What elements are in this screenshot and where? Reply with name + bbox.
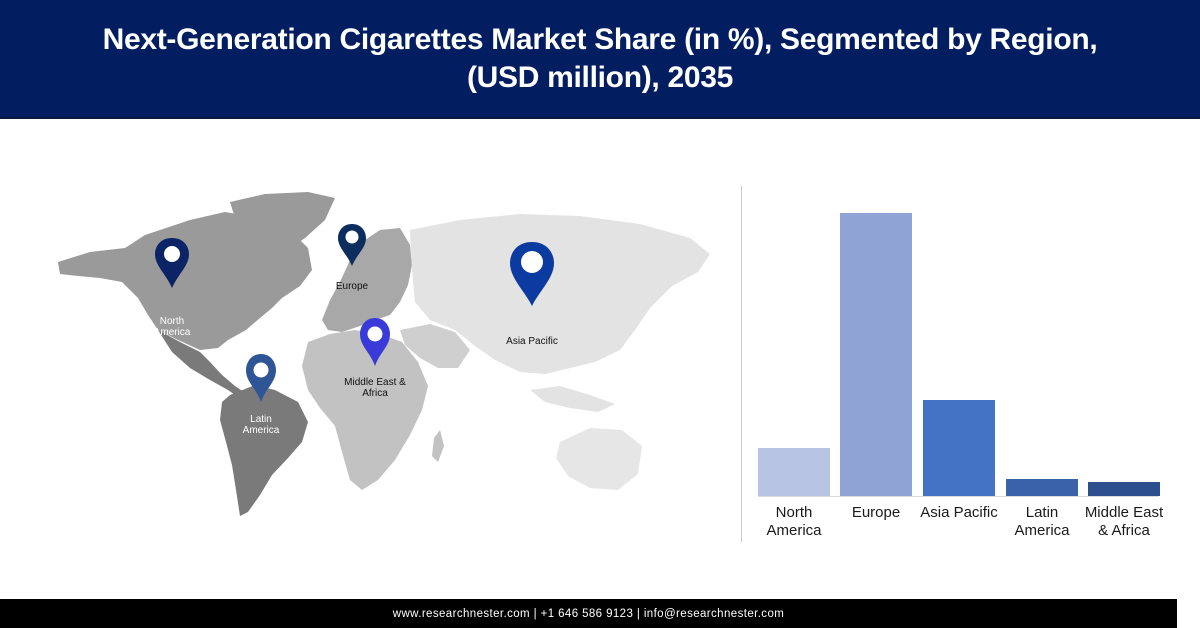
- map-north-america: [58, 212, 312, 350]
- map-middle-east: [400, 324, 470, 368]
- header-banner: Next-Generation Cigarettes Market Share …: [0, 0, 1200, 119]
- map-label-latin-america: Latin America: [242, 414, 280, 436]
- x-axis-label: North America: [766, 504, 822, 539]
- map-africa: [302, 330, 428, 490]
- footer-contact: www.researchnester.com | +1 646 586 9123…: [392, 607, 785, 620]
- map-label-asia-pacific: Asia Pacific: [506, 336, 558, 347]
- x-axis-label: Asia Pacific: [920, 504, 998, 521]
- map-asia: [410, 214, 710, 374]
- world-map: [58, 192, 710, 516]
- footer-bar: www.researchnester.com | +1 646 586 9123…: [0, 599, 1177, 628]
- map-madagascar: [432, 430, 444, 462]
- map-label-middle-east-africa: Middle East & Africa: [344, 377, 406, 399]
- pin-north-america-icon: [155, 238, 189, 288]
- bar-asia-pacific: [923, 400, 995, 496]
- pin-middle-east-africa-icon: [360, 318, 390, 366]
- chart-baseline: [758, 496, 1158, 497]
- x-axis-label: Middle East & Africa: [1084, 504, 1164, 539]
- x-axis-label: Europe: [851, 504, 901, 521]
- chart-divider: [741, 186, 742, 542]
- map-south-america: [220, 385, 308, 516]
- map-central-america: [158, 330, 250, 400]
- map-southeast-asia: [530, 386, 615, 412]
- x-axis-label: Latin America: [1014, 504, 1070, 539]
- bar-europe: [840, 213, 912, 496]
- pin-asia-pacific-icon: [510, 242, 554, 306]
- map-australia: [556, 428, 642, 490]
- map-greenland: [230, 192, 335, 268]
- bar-middle-east-africa: [1088, 482, 1160, 496]
- chart-title: Next-Generation Cigarettes Market Share …: [102, 22, 1098, 94]
- bar-chart: North America Europe Asia Pacific Latin Ameri…: [742, 186, 1172, 546]
- bar-latin-america: [1006, 479, 1078, 496]
- bar-north-america: [758, 448, 830, 496]
- map-label-europe: Europe: [335, 281, 369, 292]
- map-europe: [322, 228, 412, 332]
- map-label-north-america: North America: [153, 316, 191, 338]
- pin-latin-america-icon: [246, 354, 276, 402]
- pin-europe-icon: [338, 224, 366, 266]
